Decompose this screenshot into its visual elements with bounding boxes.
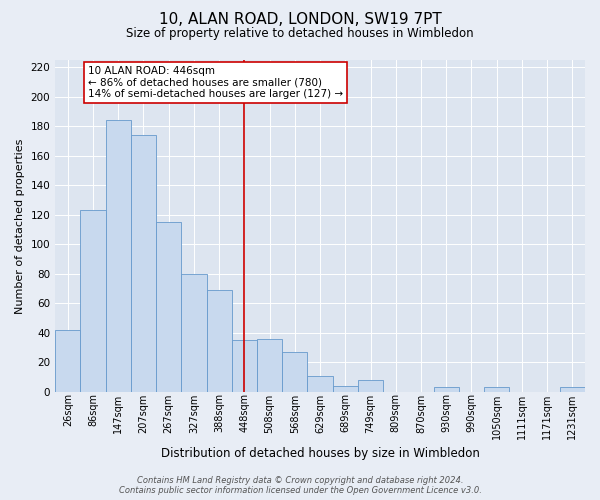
Bar xyxy=(358,380,383,392)
Text: 10, ALAN ROAD, LONDON, SW19 7PT: 10, ALAN ROAD, LONDON, SW19 7PT xyxy=(158,12,442,28)
Bar xyxy=(232,340,257,392)
Bar xyxy=(332,386,358,392)
Bar xyxy=(282,352,307,392)
Text: Size of property relative to detached houses in Wimbledon: Size of property relative to detached ho… xyxy=(126,28,474,40)
Bar xyxy=(181,274,206,392)
Text: 10 ALAN ROAD: 446sqm
← 86% of detached houses are smaller (780)
14% of semi-deta: 10 ALAN ROAD: 446sqm ← 86% of detached h… xyxy=(88,66,343,99)
Bar xyxy=(106,120,131,392)
Text: Contains public sector information licensed under the Open Government Licence v3: Contains public sector information licen… xyxy=(119,486,481,495)
Bar xyxy=(156,222,181,392)
Bar xyxy=(55,330,80,392)
Bar xyxy=(80,210,106,392)
Bar xyxy=(307,376,332,392)
Text: Contains HM Land Registry data © Crown copyright and database right 2024.: Contains HM Land Registry data © Crown c… xyxy=(137,476,463,485)
Bar xyxy=(257,339,282,392)
Y-axis label: Number of detached properties: Number of detached properties xyxy=(15,138,25,314)
X-axis label: Distribution of detached houses by size in Wimbledon: Distribution of detached houses by size … xyxy=(161,447,479,460)
Bar xyxy=(434,388,459,392)
Bar xyxy=(484,388,509,392)
Bar xyxy=(206,290,232,392)
Bar xyxy=(131,135,156,392)
Bar xyxy=(560,388,585,392)
